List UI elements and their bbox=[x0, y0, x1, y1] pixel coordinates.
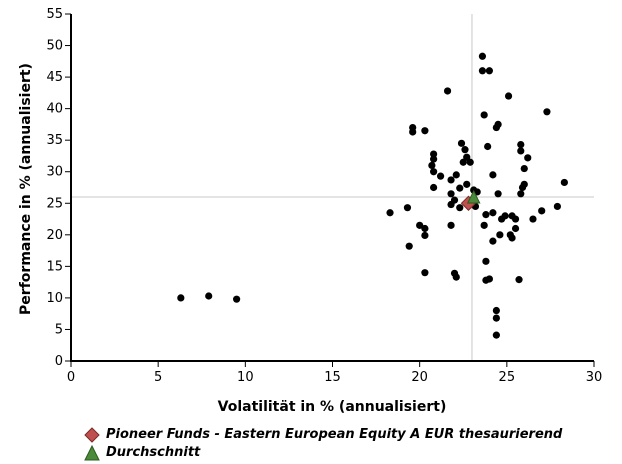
data-point bbox=[489, 237, 497, 245]
legend-average-label: Durchschnitt bbox=[106, 445, 201, 460]
data-point bbox=[478, 67, 487, 75]
x-tick-label-15: 15 bbox=[324, 370, 341, 385]
data-point bbox=[543, 108, 551, 116]
data-point bbox=[452, 171, 460, 179]
y-tick-label-25: 25 bbox=[46, 196, 63, 211]
data-point bbox=[459, 158, 467, 166]
red-diamond-icon bbox=[84, 427, 100, 443]
data-point bbox=[205, 292, 213, 300]
data-point bbox=[560, 178, 568, 187]
y-tick-label-0: 0 bbox=[55, 354, 63, 369]
x-tick-label-10: 10 bbox=[237, 370, 254, 385]
data-point bbox=[430, 183, 438, 192]
data-point bbox=[517, 190, 525, 198]
data-point bbox=[456, 204, 464, 212]
data-point bbox=[386, 209, 394, 217]
scatter-chart: 0 5 10 15 20 25 30 0 5 10 15 20 25 30 35 40 45 50 55 Volat… bbox=[18, 7, 602, 415]
data-point bbox=[461, 146, 469, 154]
green-triangle-icon bbox=[84, 445, 100, 461]
data-point bbox=[233, 295, 241, 303]
data-point bbox=[428, 161, 436, 170]
x-tick-label-30: 30 bbox=[586, 370, 603, 385]
data-point bbox=[517, 140, 525, 149]
data-point bbox=[405, 242, 413, 250]
data-point bbox=[504, 92, 513, 100]
data-point bbox=[403, 204, 412, 212]
data-point bbox=[520, 164, 528, 173]
data-point bbox=[443, 87, 452, 95]
data-point bbox=[511, 215, 520, 223]
data-point bbox=[421, 224, 429, 233]
data-point bbox=[456, 184, 464, 192]
y-tick-label-55: 55 bbox=[46, 7, 63, 22]
data-point bbox=[485, 275, 493, 283]
data-point bbox=[484, 142, 492, 151]
data-point bbox=[430, 150, 438, 158]
data-point bbox=[430, 155, 438, 163]
data-point bbox=[520, 180, 528, 188]
y-tick-label-30: 30 bbox=[46, 165, 63, 180]
data-point bbox=[447, 176, 455, 184]
data-point bbox=[492, 306, 500, 315]
data-point bbox=[492, 314, 500, 322]
data-point bbox=[485, 67, 493, 75]
data-point bbox=[508, 234, 516, 242]
data-point bbox=[416, 221, 424, 229]
data-point bbox=[436, 172, 445, 180]
data-point bbox=[463, 180, 471, 188]
legend-item-fund: Pioneer Funds - Eastern European Equity … bbox=[84, 426, 622, 444]
data-point bbox=[482, 211, 490, 219]
average-point bbox=[466, 189, 481, 204]
data-point bbox=[515, 276, 523, 284]
data-point bbox=[480, 221, 488, 229]
data-point bbox=[447, 221, 455, 229]
y-tick-label-35: 35 bbox=[46, 133, 63, 148]
data-point bbox=[501, 212, 509, 220]
y-tick-label-45: 45 bbox=[46, 70, 63, 85]
data-point bbox=[466, 158, 474, 166]
data-point bbox=[421, 127, 429, 135]
data-point bbox=[421, 231, 429, 240]
data-point bbox=[482, 257, 490, 265]
legend: Pioneer Funds - Eastern European Equity … bbox=[84, 426, 622, 462]
data-point bbox=[489, 209, 497, 217]
x-tick-label-25: 25 bbox=[499, 370, 516, 385]
data-point bbox=[517, 147, 525, 155]
data-point bbox=[492, 331, 500, 339]
data-point bbox=[553, 202, 561, 211]
y-tick-label-20: 20 bbox=[46, 228, 63, 243]
data-point bbox=[478, 52, 487, 60]
data-point bbox=[494, 190, 502, 198]
data-point bbox=[496, 231, 504, 239]
y-tick-label-5: 5 bbox=[55, 322, 63, 337]
x-tick-label-0: 0 bbox=[67, 370, 75, 385]
data-point bbox=[452, 273, 460, 281]
y-tick-label-40: 40 bbox=[46, 102, 63, 117]
y-tick-label-15: 15 bbox=[46, 259, 63, 274]
data-point bbox=[494, 120, 502, 129]
data-point bbox=[480, 111, 488, 119]
x-axis-title: Volatilität in % (annualisiert) bbox=[218, 399, 447, 415]
data-point bbox=[529, 215, 537, 223]
data-point bbox=[538, 207, 546, 215]
legend-item-average: Durchschnitt bbox=[84, 444, 622, 462]
data-point bbox=[430, 168, 438, 176]
legend-fund-label: Pioneer Funds - Eastern European Equity … bbox=[106, 427, 563, 442]
data-point bbox=[524, 154, 532, 162]
data-point bbox=[421, 269, 429, 277]
data-point bbox=[457, 139, 466, 147]
plot-area: 0 5 10 15 20 25 30 0 5 10 15 20 25 30 35 40 45 50 55 bbox=[46, 7, 602, 385]
data-point bbox=[511, 224, 520, 233]
data-point bbox=[489, 171, 497, 179]
data-point bbox=[177, 294, 185, 302]
data-point bbox=[447, 190, 455, 198]
data-point bbox=[409, 123, 417, 132]
data-point bbox=[450, 196, 459, 204]
data-point bbox=[463, 153, 471, 161]
y-tick-label-10: 10 bbox=[46, 291, 63, 306]
y-tick-label-50: 50 bbox=[46, 39, 63, 54]
x-tick-label-20: 20 bbox=[411, 370, 428, 385]
y-axis-title: Performance in % (annualisiert) bbox=[18, 63, 34, 315]
x-tick-label-5: 5 bbox=[154, 370, 162, 385]
